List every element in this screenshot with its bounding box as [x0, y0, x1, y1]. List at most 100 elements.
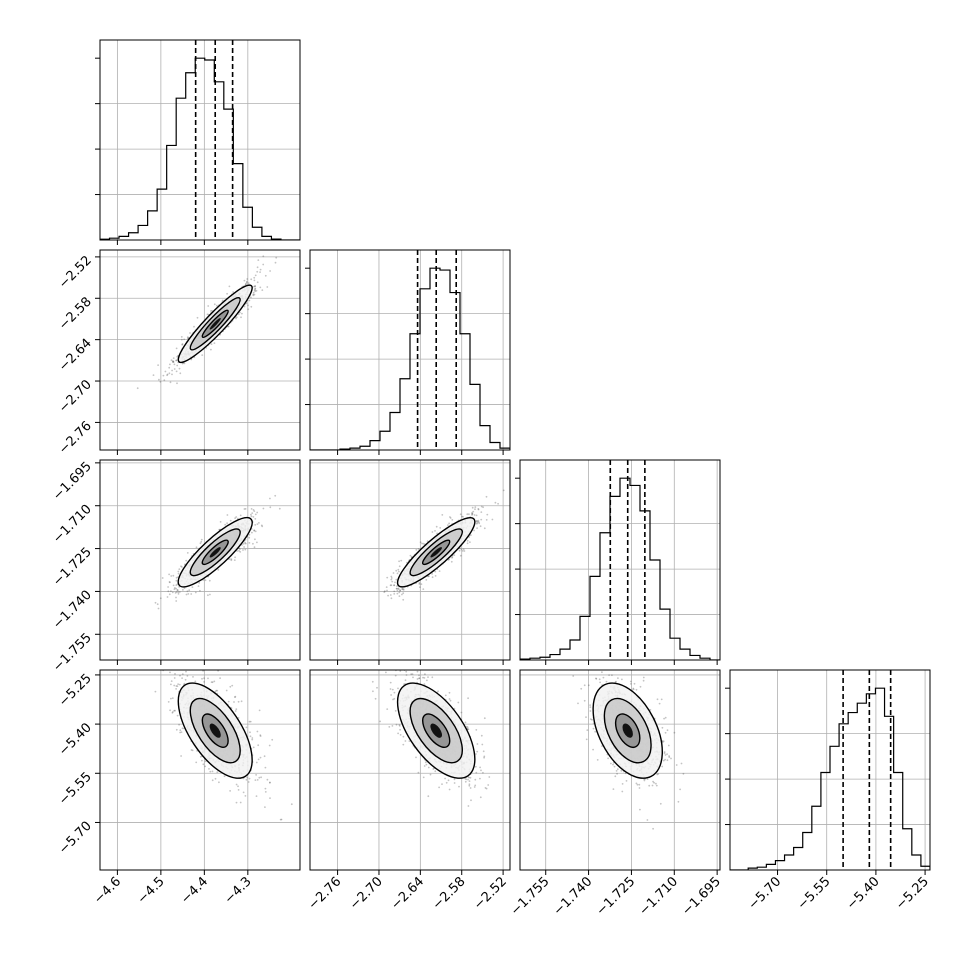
scatter-point — [480, 734, 483, 737]
scatter-point — [467, 728, 470, 731]
scatter-point — [461, 515, 463, 518]
scatter-point — [204, 765, 207, 768]
scatter-point — [203, 677, 206, 680]
scatter-point — [235, 317, 237, 320]
scatter-point — [152, 374, 155, 376]
scatter-point — [211, 309, 213, 312]
scatter-point — [258, 776, 261, 779]
scatter-point — [391, 580, 394, 583]
scatter-point — [171, 591, 174, 594]
scatter-point — [211, 779, 214, 782]
scatter-point — [229, 519, 232, 522]
scatter-point — [445, 781, 448, 784]
scatter-point — [170, 359, 173, 362]
scatter-point — [396, 592, 399, 595]
scatter-point — [233, 559, 236, 561]
panel-0-0 — [95, 39, 301, 245]
scatter-point — [469, 541, 471, 543]
scatter-point — [216, 304, 218, 307]
scatter-point — [168, 581, 171, 583]
scatter-point — [254, 538, 256, 541]
scatter-point — [484, 787, 487, 789]
scatter-point — [183, 338, 186, 341]
x-tick-label: −2.58 — [430, 874, 469, 913]
scatter-point — [240, 700, 243, 703]
scatter-point — [244, 795, 247, 797]
scatter-point — [274, 494, 277, 497]
scatter-point — [418, 677, 421, 680]
scatter-point — [252, 516, 255, 518]
scatter-point — [181, 566, 183, 568]
scatter-point — [175, 591, 178, 593]
scatter-point — [664, 758, 666, 761]
scatter-point — [181, 343, 184, 346]
scatter-point — [244, 548, 247, 551]
scatter-point — [601, 671, 603, 674]
scatter-point — [256, 266, 259, 269]
scatter-point — [664, 754, 667, 756]
scatter-point — [399, 589, 402, 592]
scatter-point — [200, 540, 203, 543]
panel-frame — [99, 249, 301, 451]
scatter-point — [172, 711, 174, 713]
scatter-point — [207, 677, 209, 680]
scatter-point — [662, 740, 665, 743]
scatter-point — [476, 520, 478, 522]
scatter-point — [426, 540, 429, 543]
scatter-point — [177, 593, 180, 595]
scatter-point — [397, 687, 399, 690]
density-peak — [430, 547, 442, 558]
scatter-point — [234, 710, 237, 712]
scatter-point — [415, 756, 417, 759]
scatter-point — [229, 790, 232, 792]
scatter-point — [261, 289, 264, 291]
scatter-point — [431, 576, 434, 579]
scatter-point — [264, 806, 266, 808]
scatter-point — [249, 735, 252, 738]
scatter-point — [256, 281, 259, 284]
x-tick-label: −4.3 — [222, 874, 255, 907]
scatter-point — [630, 683, 632, 685]
scatter-point — [173, 677, 176, 679]
scatter-point — [488, 776, 491, 778]
scatter-point — [239, 548, 241, 550]
scatter-point — [254, 779, 257, 781]
scatter-point — [244, 541, 247, 544]
scatter-point — [241, 312, 243, 315]
scatter-point — [175, 596, 177, 599]
scatter-point — [239, 551, 242, 553]
scatter-point — [607, 757, 609, 760]
scatter-point — [256, 270, 259, 273]
scatter-point — [256, 541, 258, 544]
scatter-point — [175, 587, 178, 590]
scatter-point — [255, 795, 258, 797]
scatter-point — [175, 688, 178, 690]
scatter-point — [390, 584, 393, 587]
scatter-point — [434, 770, 437, 773]
scatter-point — [394, 710, 397, 712]
scatter-point — [389, 594, 392, 596]
scatter-point — [170, 575, 173, 577]
scatter-point — [469, 776, 472, 779]
scatter-point — [247, 308, 250, 311]
scatter-point — [479, 766, 481, 769]
scatter-point — [646, 778, 649, 780]
y-tick-label: −5.70 — [56, 819, 95, 858]
scatter-point — [396, 585, 398, 587]
scatter-point — [187, 593, 190, 595]
scatter-point — [253, 510, 256, 512]
scatter-point — [254, 285, 256, 287]
scatter-point — [239, 801, 242, 804]
scatter-point — [476, 520, 479, 523]
scatter-point — [234, 556, 237, 559]
scatter-point — [257, 744, 260, 747]
scatter-point — [458, 785, 460, 788]
scatter-point — [417, 771, 420, 774]
scatter-point — [398, 560, 400, 563]
scatter-point — [210, 681, 213, 683]
scatter-point — [475, 771, 478, 774]
scatter-point — [245, 280, 248, 283]
scatter-point — [247, 304, 249, 307]
scatter-point — [468, 783, 471, 786]
